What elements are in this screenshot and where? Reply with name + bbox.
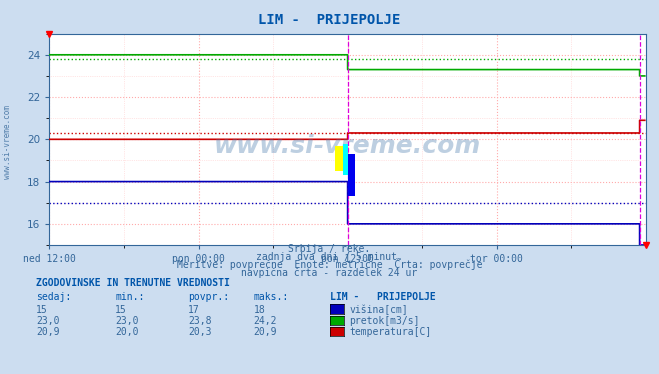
Bar [343, 144, 348, 175]
Text: min.:: min.: [115, 292, 145, 302]
Bar [335, 145, 343, 171]
Text: 15: 15 [115, 305, 127, 315]
Text: www.si-vreme.com: www.si-vreme.com [3, 105, 13, 179]
Bar [348, 154, 355, 196]
Text: 20,3: 20,3 [188, 327, 212, 337]
Text: 23,0: 23,0 [36, 316, 60, 326]
Text: temperatura[C]: temperatura[C] [349, 327, 432, 337]
Text: pretok[m3/s]: pretok[m3/s] [349, 316, 420, 326]
Text: www.si-vreme.com: www.si-vreme.com [214, 134, 481, 158]
Text: 15: 15 [36, 305, 48, 315]
Text: 18: 18 [254, 305, 266, 315]
Text: zadnja dva dni / 5 minut.: zadnja dva dni / 5 minut. [256, 252, 403, 261]
Text: 23,8: 23,8 [188, 316, 212, 326]
Text: navpična črta - razdelek 24 ur: navpična črta - razdelek 24 ur [241, 267, 418, 278]
Text: 24,2: 24,2 [254, 316, 277, 326]
Text: Meritve: povprečne  Enote: metrične  Črta: povprečje: Meritve: povprečne Enote: metrične Črta:… [177, 258, 482, 270]
Text: ZGODOVINSKE IN TRENUTNE VREDNOSTI: ZGODOVINSKE IN TRENUTNE VREDNOSTI [36, 278, 230, 288]
Text: maks.:: maks.: [254, 292, 289, 302]
Text: 20,9: 20,9 [254, 327, 277, 337]
Text: višina[cm]: višina[cm] [349, 304, 408, 315]
Text: 17: 17 [188, 305, 200, 315]
Text: 20,9: 20,9 [36, 327, 60, 337]
Text: LIM -  PRIJEPOLJE: LIM - PRIJEPOLJE [258, 13, 401, 27]
Text: Srbija / reke.: Srbija / reke. [289, 245, 370, 254]
Text: 23,0: 23,0 [115, 316, 139, 326]
Text: 20,0: 20,0 [115, 327, 139, 337]
Text: LIM -   PRIJEPOLJE: LIM - PRIJEPOLJE [330, 292, 435, 302]
Text: sedaj:: sedaj: [36, 292, 71, 302]
Text: povpr.:: povpr.: [188, 292, 229, 302]
